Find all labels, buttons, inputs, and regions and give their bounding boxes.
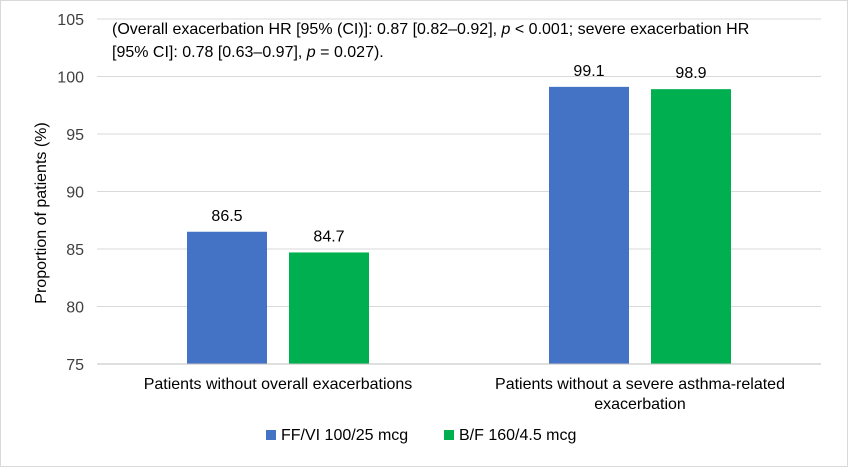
category-labels: Patients without overall exacerbations Pa… (144, 376, 785, 413)
annotation-text: < 0.001; severe exacerbation HR (510, 21, 750, 38)
y-tick-label: 95 (66, 127, 84, 144)
legend-label: FF/VI 100/25 mcg (281, 427, 408, 444)
data-label: 86.5 (211, 208, 242, 225)
y-axis-ticks: 75 80 85 90 95 100 105 (57, 12, 84, 374)
y-tick-label: 80 (66, 300, 84, 317)
data-label: 84.7 (313, 228, 344, 245)
legend-swatch (266, 430, 276, 440)
bar-ffvi-0 (187, 231, 267, 364)
annotation: (Overall exacerbation HR [95% (CI)]: 0.8… (112, 18, 812, 64)
bar-bf-0 (289, 252, 369, 364)
legend-swatch (444, 430, 454, 440)
y-tick-label: 75 (66, 357, 84, 374)
category-label: exacerbation (594, 396, 686, 413)
y-tick-label: 90 (66, 185, 84, 202)
bar-ffvi-1 (549, 86, 629, 364)
annotation-p: p (501, 21, 511, 38)
y-axis-label: Proportion of patients (%) (33, 122, 50, 303)
y-tick-label: 105 (57, 12, 84, 29)
category-label: Patients without a severe asthma-related (495, 376, 785, 393)
data-labels: 86.5 84.7 99.1 98.9 (211, 63, 706, 246)
annotation-text: (Overall exacerbation HR [95% (CI)]: 0.8… (112, 21, 502, 38)
annotation-text: = 0.027). (315, 44, 384, 61)
category-label: Patients without overall exacerbations (144, 376, 413, 393)
y-tick-label: 85 (66, 242, 84, 259)
annotation-p: p (306, 44, 316, 61)
legend-label: B/F 160/4.5 mcg (459, 427, 576, 444)
legend: FF/VI 100/25 mcg B/F 160/4.5 mcg (266, 427, 576, 444)
annotation-line-1: (Overall exacerbation HR [95% (CI)]: 0.8… (112, 18, 812, 41)
bar-bf-1 (651, 89, 731, 365)
annotation-text: [95% CI]: 0.78 [0.63–0.97], (112, 44, 307, 61)
data-label: 99.1 (573, 63, 604, 80)
annotation-line-2: [95% CI]: 0.78 [0.63–0.97], p = 0.027). (112, 41, 812, 64)
data-label: 98.9 (675, 65, 706, 82)
bars (187, 86, 731, 365)
y-tick-label: 100 (57, 70, 84, 87)
